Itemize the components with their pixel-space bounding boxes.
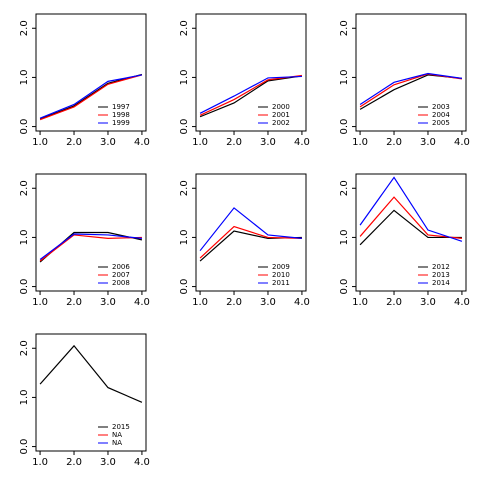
x-tick-label: 2.0 (66, 137, 82, 148)
y-tick-label: 0.0 (179, 279, 190, 295)
x-tick-label: 2.0 (226, 297, 242, 308)
legend-label: 1998 (112, 111, 130, 119)
plot-frame (355, 173, 467, 292)
legend-label: 2011 (272, 279, 290, 287)
legend-label: 2006 (112, 263, 130, 271)
x-tick-label: 4.0 (454, 297, 470, 308)
x-tick-label: 3.0 (100, 297, 116, 308)
x-tick-label: 2.0 (66, 297, 82, 308)
legend-label: 2004 (432, 111, 450, 119)
legend-label: NA (112, 431, 122, 439)
y-tick-label: 1.0 (179, 229, 190, 245)
legend-label: 1999 (112, 119, 130, 127)
y-tick-label: 1.0 (19, 229, 30, 245)
x-tick-label: 3.0 (420, 297, 436, 308)
legend-label: NA (112, 439, 122, 447)
x-tick-label: 4.0 (294, 137, 310, 148)
x-tick-label: 1.0 (352, 297, 368, 308)
y-tick-label: 2.0 (19, 20, 30, 36)
series-line (199, 75, 303, 118)
legend-label: 2012 (432, 263, 450, 271)
x-tick-label: 3.0 (260, 137, 276, 148)
plot-frame (35, 173, 147, 292)
x-tick-label: 1.0 (192, 137, 208, 148)
x-tick-label: 2.0 (386, 297, 402, 308)
y-tick-label: 2.0 (19, 180, 30, 196)
legend-label: 2009 (272, 263, 290, 271)
x-tick-label: 1.0 (32, 457, 48, 468)
x-tick-label: 2.0 (66, 457, 82, 468)
y-tick-label: 1.0 (19, 389, 30, 405)
y-tick-label: 2.0 (179, 20, 190, 36)
series-line (199, 225, 302, 259)
plot-frame (195, 13, 307, 132)
series-line (359, 72, 463, 105)
series-line (199, 75, 302, 114)
x-tick-label: 2.0 (386, 137, 402, 148)
plot-frame (35, 13, 147, 132)
y-tick-label: 0.0 (339, 279, 350, 295)
series-line (39, 234, 142, 262)
legend-label: 2015 (112, 423, 130, 431)
series-line (359, 176, 463, 242)
series-line (199, 230, 302, 262)
series-line (359, 196, 462, 239)
legend-label: 2007 (112, 271, 130, 279)
x-tick-label: 4.0 (134, 457, 150, 468)
y-tick-label: 2.0 (179, 180, 190, 196)
y-tick-label: 2.0 (339, 180, 350, 196)
x-tick-label: 1.0 (32, 137, 48, 148)
y-tick-label: 1.0 (179, 69, 190, 85)
y-tick-label: 0.0 (19, 279, 30, 295)
y-tick-label: 0.0 (19, 439, 30, 455)
series-line (39, 73, 143, 120)
series-line (39, 233, 142, 261)
legend-label: 2010 (272, 271, 290, 279)
y-tick-label: 2.0 (339, 20, 350, 36)
x-tick-label: 4.0 (454, 137, 470, 148)
x-tick-label: 2.0 (226, 137, 242, 148)
y-tick-label: 0.0 (179, 119, 190, 135)
y-tick-label: 1.0 (339, 229, 350, 245)
legend-label: 2002 (272, 119, 290, 127)
legend-label: 2000 (272, 103, 290, 111)
y-tick-label: 0.0 (339, 119, 350, 135)
x-tick-label: 1.0 (192, 297, 208, 308)
x-tick-label: 4.0 (294, 297, 310, 308)
legend-label: 1997 (112, 103, 130, 111)
plot-frame (355, 13, 467, 132)
plot-frame (195, 173, 307, 292)
legend-label: 2014 (432, 279, 450, 287)
x-tick-label: 1.0 (352, 137, 368, 148)
series-line (199, 207, 302, 252)
legend-label: 2001 (272, 111, 290, 119)
legend-label: 2003 (432, 103, 450, 111)
series-line (39, 344, 143, 403)
x-tick-label: 3.0 (100, 137, 116, 148)
legend-label: 2005 (432, 119, 450, 127)
y-tick-label: 1.0 (339, 69, 350, 85)
x-tick-label: 1.0 (32, 297, 48, 308)
x-tick-label: 4.0 (134, 297, 150, 308)
x-tick-label: 4.0 (134, 137, 150, 148)
y-tick-label: 2.0 (19, 340, 30, 356)
x-tick-label: 3.0 (260, 297, 276, 308)
legend-label: 2013 (432, 271, 450, 279)
x-tick-label: 3.0 (100, 457, 116, 468)
series-line (39, 74, 143, 119)
legend-label: 2008 (112, 279, 130, 287)
series-line (39, 74, 143, 121)
series-line (359, 209, 462, 246)
x-tick-label: 3.0 (420, 137, 436, 148)
y-tick-label: 0.0 (19, 119, 30, 135)
plot-frame (35, 333, 147, 452)
y-tick-label: 1.0 (19, 69, 30, 85)
series-line (359, 73, 463, 108)
